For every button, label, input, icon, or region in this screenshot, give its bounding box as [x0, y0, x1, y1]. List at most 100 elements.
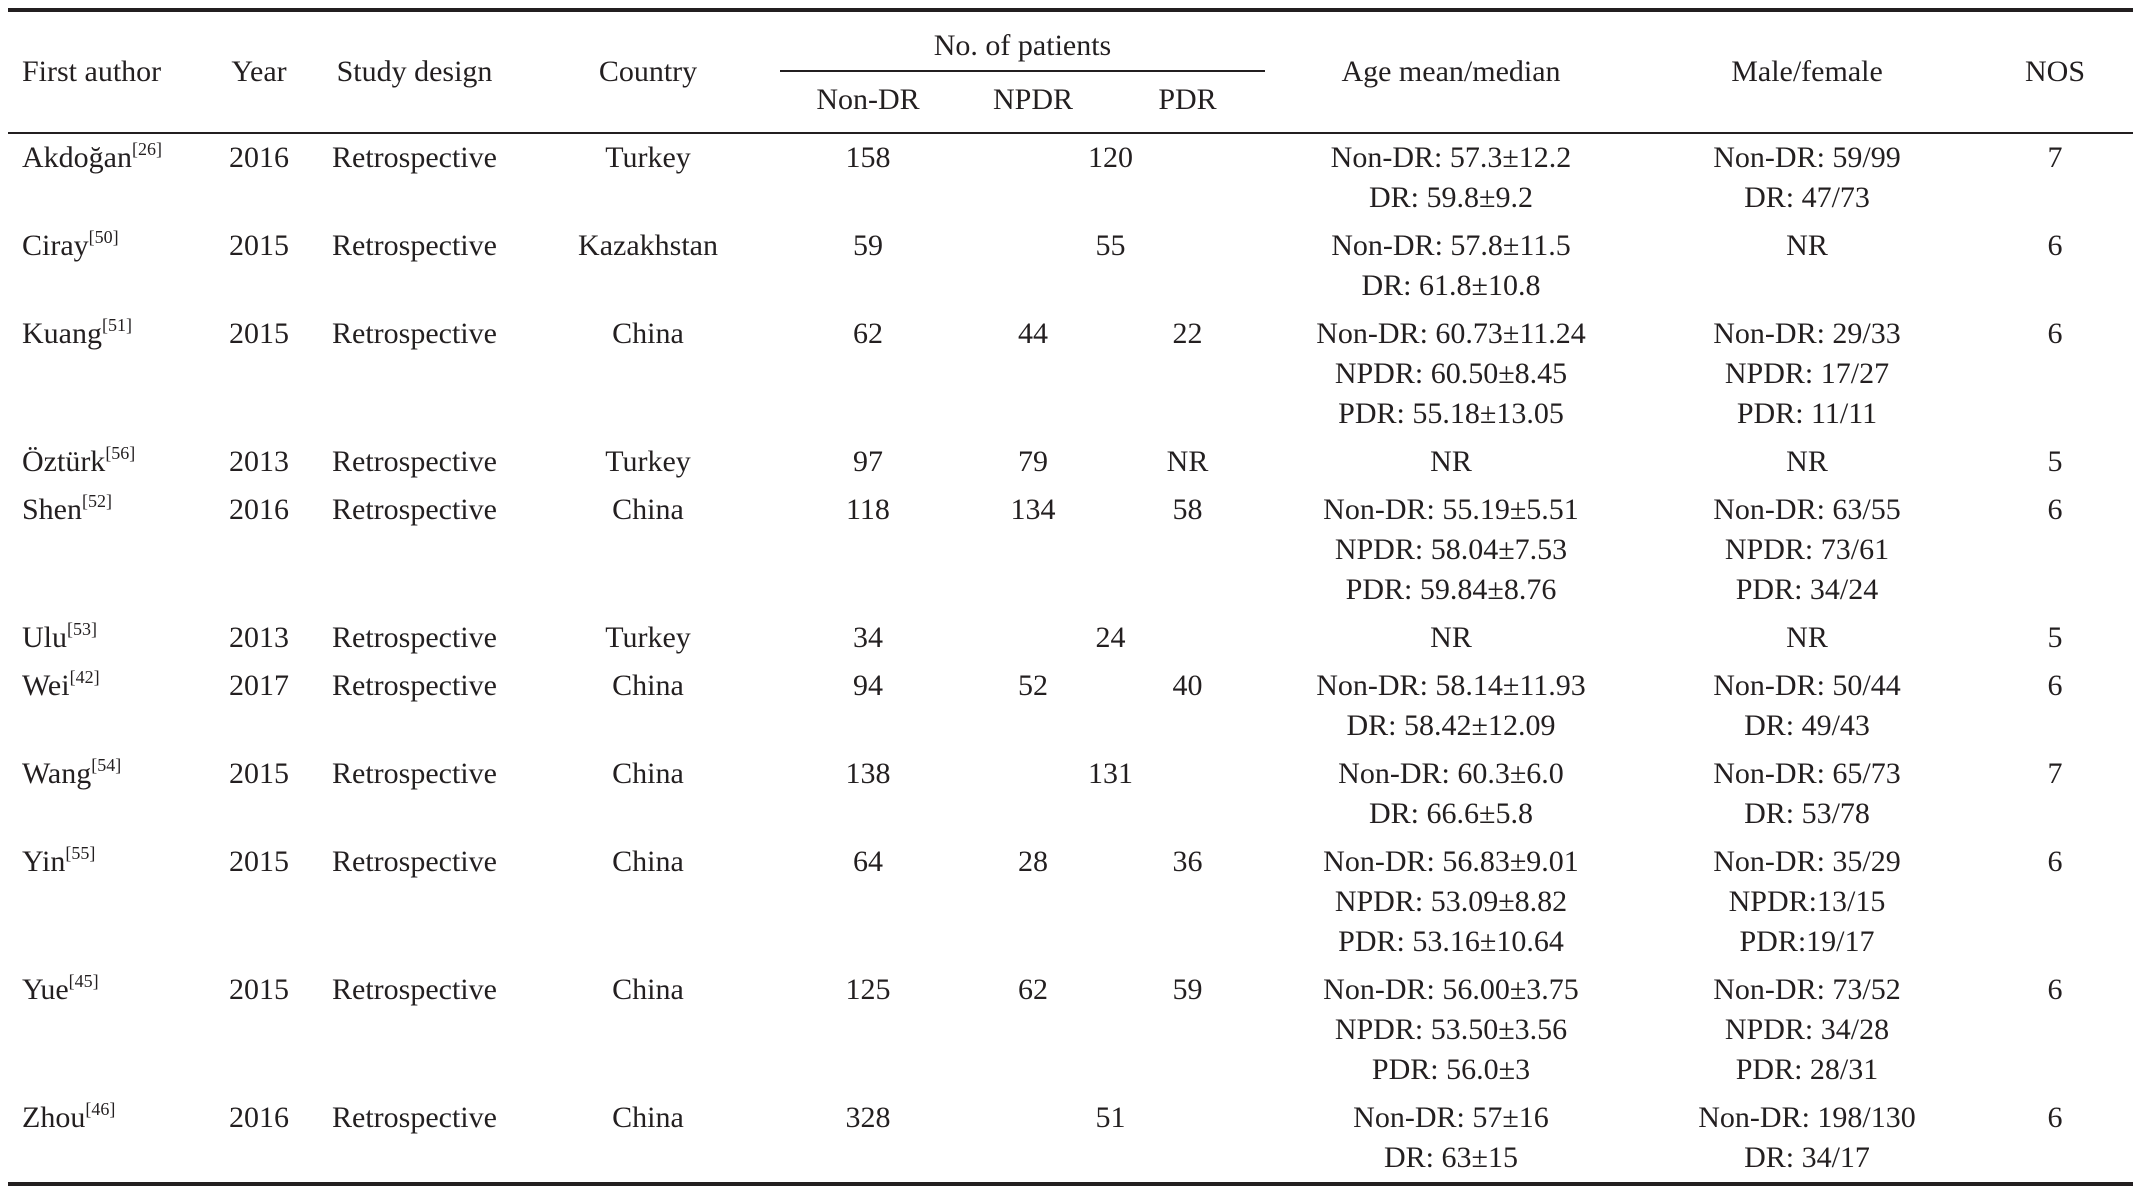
cell-year: 2016 — [229, 493, 289, 526]
table-row: Wei[42] 2017 Retrospective China 94 52 40 Non-D… — [8, 662, 2133, 750]
cell-non-dr: 97 — [853, 445, 883, 478]
sex-line: NR — [1786, 229, 1828, 262]
cell-age: Non-DR: 57±16 DR: 63±15 — [1265, 1094, 1637, 1186]
reference-number: [53] — [67, 619, 97, 639]
cell-year: 2015 — [229, 757, 289, 790]
cell-country: China — [612, 845, 684, 878]
sex-line: PDR: 34/24 — [1735, 573, 1879, 606]
cell-author: Kuang[51] — [8, 310, 205, 438]
cell-country: Turkey — [605, 445, 691, 478]
table-row: Kuang[51] 2015 Retrospective China 62 44 22 Non… — [8, 310, 2133, 438]
reference-number: [51] — [101, 315, 132, 335]
author-name: Wei — [22, 669, 70, 702]
age-line: Non-DR: 60.73±11.24 — [1316, 317, 1586, 350]
sex-line: Non-DR: 198/130 — [1698, 1101, 1916, 1134]
cell-author: Öztürk[56] — [8, 438, 205, 486]
cell-male-female: Non-DR: 59/99 DR: 47/73 — [1637, 133, 1977, 222]
cell-author: Wei[42] — [8, 662, 205, 750]
cell-author: Shen[52] — [8, 486, 205, 614]
cell-dr-total: 24 — [1095, 621, 1126, 654]
cell-male-female: Non-DR: 35/29 NPDR:13/15 PDR:19/17 — [1637, 838, 1977, 966]
author-name: Zhou — [22, 1101, 86, 1134]
cell-npdr: 28 — [1018, 845, 1048, 878]
sex-line: Non-DR: 50/44 — [1713, 669, 1901, 702]
cell-country: China — [612, 669, 684, 702]
cell-dr-total: 51 — [956, 1094, 1265, 1186]
cell-study-design: Retrospective — [332, 757, 497, 790]
cell-year: 2015 — [229, 229, 289, 262]
header-sex: Male/female — [1637, 8, 1977, 134]
reference-number: [56] — [105, 443, 136, 463]
cell-non-dr: 118 — [846, 493, 890, 526]
cell-year: 2013 — [229, 445, 289, 478]
cell-age: NR — [1265, 438, 1637, 486]
header-country: Country — [516, 8, 780, 134]
sex-line: NR — [1786, 621, 1828, 654]
sex-line: NPDR: 34/28 — [1724, 1013, 1890, 1046]
age-line: PDR: 53.16±10.64 — [1338, 925, 1564, 958]
age-line: PDR: 55.18±13.05 — [1338, 397, 1564, 430]
cell-age: Non-DR: 55.19±5.51 NPDR: 58.04±7.53 PDR: 5… — [1265, 486, 1637, 614]
cell-author: Ulu[53] — [8, 614, 205, 662]
author-name: Öztürk — [22, 445, 106, 478]
cell-pdr: 59 — [1172, 973, 1203, 1006]
table-row: Zhou[46] 2016 Retrospective China 328 51 Non-D… — [8, 1094, 2133, 1186]
reference-number: [42] — [69, 667, 100, 687]
author-name: Wang — [22, 757, 92, 790]
cell-male-female: NR — [1637, 222, 1977, 310]
age-line: DR: 61.8±10.8 — [1361, 269, 1541, 302]
table-row: Yue[45] 2015 Retrospective China 125 62 59 Non-… — [8, 966, 2133, 1094]
sex-line: Non-DR: 29/33 — [1713, 317, 1901, 350]
header-pdr: PDR — [1110, 70, 1265, 134]
cell-author: Yue[45] — [8, 966, 205, 1094]
cell-non-dr: 138 — [845, 757, 891, 790]
age-line: Non-DR: 57±16 — [1353, 1101, 1549, 1134]
age-line: NPDR: 53.09±8.82 — [1334, 885, 1568, 918]
cell-age: Non-DR: 58.14±11.93 DR: 58.42±12.09 — [1265, 662, 1637, 750]
cell-pdr: 58 — [1172, 493, 1203, 526]
cell-study-design: Retrospective — [332, 669, 497, 702]
table-row: Ciray[50] 2015 Retrospective Kazakhstan 59 55… — [8, 222, 2133, 310]
sex-line: DR: 49/43 — [1744, 709, 1870, 742]
sex-line: Non-DR: 73/52 — [1713, 973, 1901, 1006]
cell-year: 2016 — [205, 1094, 313, 1186]
cell-dr-total: 55 — [1095, 229, 1126, 262]
cell-study-design: Retrospective — [313, 1094, 516, 1186]
age-line: DR: 59.8±9.2 — [1369, 181, 1533, 214]
age-line: Non-DR: 55.19±5.51 — [1323, 493, 1579, 526]
cell-male-female: Non-DR: 29/33 NPDR: 17/27 PDR: 11/11 — [1637, 310, 1977, 438]
cell-study-design: Retrospective — [332, 621, 497, 654]
cell-non-dr: 328 — [780, 1094, 956, 1186]
header-patients-label: No. of patients — [933, 29, 1112, 62]
cell-country: China — [612, 493, 684, 526]
age-line: Non-DR: 56.00±3.75 — [1323, 973, 1579, 1006]
cell-male-female: Non-DR: 50/44 DR: 49/43 — [1637, 662, 1977, 750]
cell-male-female: Non-DR: 73/52 NPDR: 34/28 PDR: 28/31 — [1637, 966, 1977, 1094]
cell-year: 2013 — [229, 621, 289, 654]
cell-age: Non-DR: 56.00±3.75 NPDR: 53.50±3.56 PDR: 5… — [1265, 966, 1637, 1094]
cell-study-design: Retrospective — [332, 229, 497, 262]
cell-male-female: Non-DR: 65/73 DR: 53/78 — [1637, 750, 1977, 838]
age-line: NPDR: 58.04±7.53 — [1334, 533, 1568, 566]
cell-study-design: Retrospective — [332, 493, 497, 526]
cell-pdr: 36 — [1172, 845, 1203, 878]
cell-age: Non-DR: 57.8±11.5 DR: 61.8±10.8 — [1265, 222, 1637, 310]
age-line: Non-DR: 57.8±11.5 — [1331, 229, 1571, 262]
header-non-dr: Non-DR — [780, 70, 956, 134]
cell-study-design: Retrospective — [332, 445, 497, 478]
cell-nos: 7 — [2047, 757, 2063, 790]
cell-non-dr: 59 — [853, 229, 883, 262]
author-name: Yue — [22, 973, 69, 1006]
cell-year: 2017 — [229, 669, 289, 702]
reference-number: [26] — [131, 139, 162, 159]
cell-nos: 6 — [2047, 493, 2063, 526]
cell-year: 2015 — [229, 845, 289, 878]
cell-nos: 6 — [2047, 317, 2063, 350]
cell-study-design: Retrospective — [332, 141, 497, 174]
age-line: NR — [1430, 621, 1472, 654]
sex-line: NPDR:13/15 — [1728, 885, 1886, 918]
cell-nos: 6 — [2047, 973, 2063, 1006]
table-row: Shen[52] 2016 Retrospective China 118 134 58 No… — [8, 486, 2133, 614]
cell-npdr: 79 — [1018, 445, 1048, 478]
cell-non-dr: 125 — [845, 973, 891, 1006]
